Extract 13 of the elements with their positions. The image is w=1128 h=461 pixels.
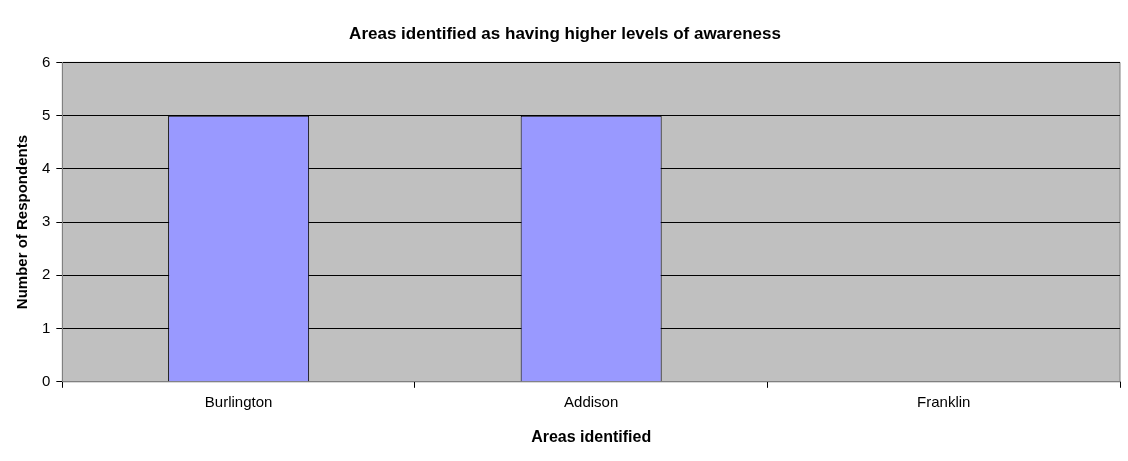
x-tick-label: Burlington	[204, 392, 273, 410]
y-tick-label: 6	[42, 52, 51, 70]
y-tick-label: 3	[42, 212, 51, 230]
y-tick-label: 4	[42, 159, 51, 177]
x-tick-label: Franklin	[917, 392, 971, 410]
y-tick-label: 2	[42, 265, 51, 283]
x-axis-title: Areas identified	[531, 427, 652, 445]
y-tick-label: 1	[42, 318, 51, 336]
y-tick-label: 5	[42, 105, 51, 123]
y-axis-title: Number of Respondents	[13, 135, 31, 310]
y-tick-label: 0	[42, 371, 51, 389]
x-tick-label: Addison	[564, 392, 619, 410]
chart-title: Areas identified as having higher levels of awareness	[349, 23, 781, 43]
